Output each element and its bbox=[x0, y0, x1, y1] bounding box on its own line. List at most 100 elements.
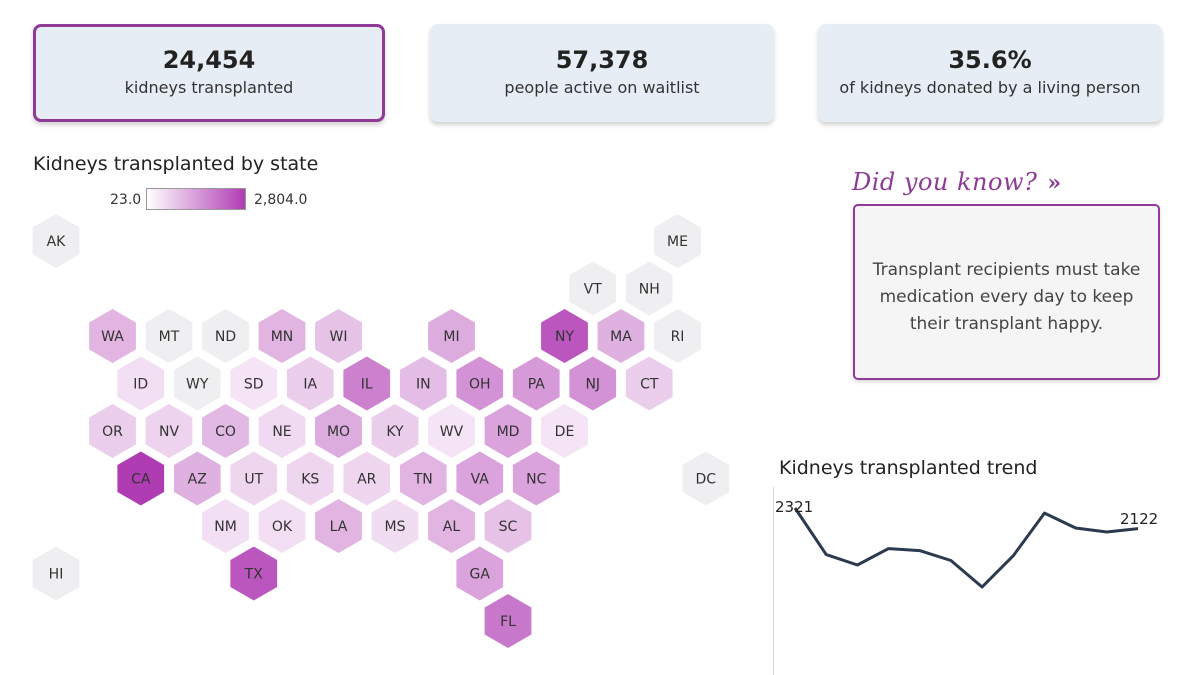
state-label: AK bbox=[47, 234, 67, 250]
map-title: Kidneys transplanted by state bbox=[33, 153, 319, 175]
trend-line-chart: 2321 2122 bbox=[775, 498, 1158, 589]
state-hex-shape bbox=[315, 309, 362, 363]
state-hex-shape bbox=[230, 451, 278, 506]
state-hex-mt[interactable]: MT bbox=[145, 309, 193, 363]
state-hex-ga[interactable]: GA bbox=[456, 546, 504, 601]
state-hex-tx[interactable]: TX bbox=[230, 546, 278, 601]
state-hex-ok[interactable]: OK bbox=[258, 499, 306, 553]
state-hex-shape bbox=[484, 594, 532, 648]
state-hex-ct[interactable]: CT bbox=[625, 356, 673, 411]
kpi-card-kidneys-transplanted[interactable]: 24,454 kidneys transplanted bbox=[33, 24, 385, 122]
state-hex-shape bbox=[541, 404, 588, 458]
state-hex-nd[interactable]: ND bbox=[202, 309, 249, 363]
state-label: MD bbox=[497, 424, 520, 440]
did-you-know-body: Transplant recipients must take medicati… bbox=[872, 259, 1141, 334]
state-label: OK bbox=[272, 519, 293, 535]
state-hex-ky[interactable]: KY bbox=[371, 404, 419, 458]
state-hex-shape bbox=[258, 499, 306, 553]
state-label: PA bbox=[528, 377, 546, 393]
state-hex-hi[interactable]: HI bbox=[32, 546, 80, 601]
state-hex-shape bbox=[399, 451, 447, 506]
state-hex-pa[interactable]: PA bbox=[512, 356, 560, 411]
state-hex-wi[interactable]: WI bbox=[315, 309, 362, 363]
state-label: TN bbox=[413, 472, 433, 488]
state-hex-shape bbox=[484, 404, 532, 458]
state-hex-mn[interactable]: MN bbox=[258, 309, 306, 363]
state-hex-ri[interactable]: RI bbox=[654, 309, 701, 363]
state-hex-az[interactable]: AZ bbox=[173, 451, 221, 506]
state-label: MS bbox=[385, 519, 406, 535]
state-hex-ak[interactable]: AK bbox=[32, 214, 80, 268]
state-hex-ar[interactable]: AR bbox=[343, 451, 391, 506]
state-hex-mi[interactable]: MI bbox=[428, 309, 475, 363]
state-hex-al[interactable]: AL bbox=[428, 499, 475, 553]
state-label: GA bbox=[470, 567, 491, 583]
state-hex-mo[interactable]: MO bbox=[315, 404, 362, 458]
state-label: KY bbox=[386, 424, 404, 440]
state-hex-de[interactable]: DE bbox=[541, 404, 588, 458]
state-hex-me[interactable]: ME bbox=[654, 214, 701, 268]
state-hex-wv[interactable]: WV bbox=[428, 404, 475, 458]
state-hex-ms[interactable]: MS bbox=[371, 499, 419, 553]
state-hex-in[interactable]: IN bbox=[399, 356, 447, 411]
state-hex-shape bbox=[117, 356, 165, 411]
state-hex-sd[interactable]: SD bbox=[230, 356, 278, 411]
state-label: SC bbox=[499, 519, 518, 535]
state-hex-ca[interactable]: CA bbox=[117, 451, 165, 506]
state-label: AZ bbox=[188, 472, 207, 488]
state-hex-shape bbox=[512, 356, 560, 411]
state-hex-nm[interactable]: NM bbox=[202, 499, 249, 553]
trend-series-line bbox=[793, 507, 1139, 589]
state-hex-co[interactable]: CO bbox=[202, 404, 249, 458]
kpi-value: 57,378 bbox=[555, 46, 649, 74]
legend-min-label: 23.0 bbox=[110, 192, 142, 208]
state-hex-wa[interactable]: WA bbox=[89, 309, 136, 363]
did-you-know-heading: Did you know? » bbox=[852, 168, 1062, 196]
state-label: VA bbox=[471, 472, 490, 488]
state-label: NE bbox=[272, 424, 291, 440]
kpi-card-waitlist[interactable]: 57,378 people active on waitlist bbox=[430, 24, 774, 122]
state-hex-shape bbox=[682, 451, 730, 506]
state-label: DE bbox=[555, 424, 575, 440]
state-hex-ia[interactable]: IA bbox=[286, 356, 334, 411]
state-hex-nv[interactable]: NV bbox=[145, 404, 193, 458]
state-hex-ks[interactable]: KS bbox=[286, 451, 334, 506]
kpi-value: 24,454 bbox=[162, 46, 256, 74]
state-label: NC bbox=[526, 472, 546, 488]
state-hex-shape bbox=[484, 499, 532, 553]
state-hex-fl[interactable]: FL bbox=[484, 594, 532, 648]
state-hex-shape bbox=[202, 309, 249, 363]
state-label: IN bbox=[416, 377, 431, 393]
state-hex-shape bbox=[32, 546, 80, 601]
state-label: KS bbox=[301, 472, 319, 488]
state-label: AL bbox=[443, 519, 461, 535]
state-hex-or[interactable]: OR bbox=[89, 404, 136, 458]
kpi-card-living-donor[interactable]: 35.6% of kidneys donated by a living per… bbox=[818, 24, 1162, 122]
state-hex-nh[interactable]: NH bbox=[625, 261, 673, 316]
state-hex-sc[interactable]: SC bbox=[484, 499, 532, 553]
state-hex-dc[interactable]: DC bbox=[682, 451, 730, 506]
state-hex-va[interactable]: VA bbox=[456, 451, 504, 506]
state-hex-il[interactable]: IL bbox=[343, 356, 391, 411]
state-hex-oh[interactable]: OH bbox=[456, 356, 504, 411]
state-hex-wy[interactable]: WY bbox=[173, 356, 221, 411]
state-hex-id[interactable]: ID bbox=[117, 356, 165, 411]
state-hex-ny[interactable]: NY bbox=[541, 309, 588, 363]
state-hex-nj[interactable]: NJ bbox=[569, 356, 617, 411]
state-hex-la[interactable]: LA bbox=[315, 499, 362, 553]
state-label: MO bbox=[327, 424, 350, 440]
state-hex-vt[interactable]: VT bbox=[569, 261, 617, 316]
state-hex-tn[interactable]: TN bbox=[399, 451, 447, 506]
state-label: MI bbox=[443, 329, 459, 345]
state-hex-ne[interactable]: NE bbox=[258, 404, 306, 458]
state-hex-ut[interactable]: UT bbox=[230, 451, 278, 506]
state-label: MT bbox=[159, 329, 180, 345]
state-label: TX bbox=[244, 567, 264, 583]
state-hex-shape bbox=[428, 499, 475, 553]
state-hex-md[interactable]: MD bbox=[484, 404, 532, 458]
state-hex-shape bbox=[89, 309, 136, 363]
state-hex-ma[interactable]: MA bbox=[597, 309, 645, 363]
state-hex-shape bbox=[230, 356, 278, 411]
state-label: WI bbox=[330, 329, 348, 345]
state-hex-nc[interactable]: NC bbox=[512, 451, 560, 506]
